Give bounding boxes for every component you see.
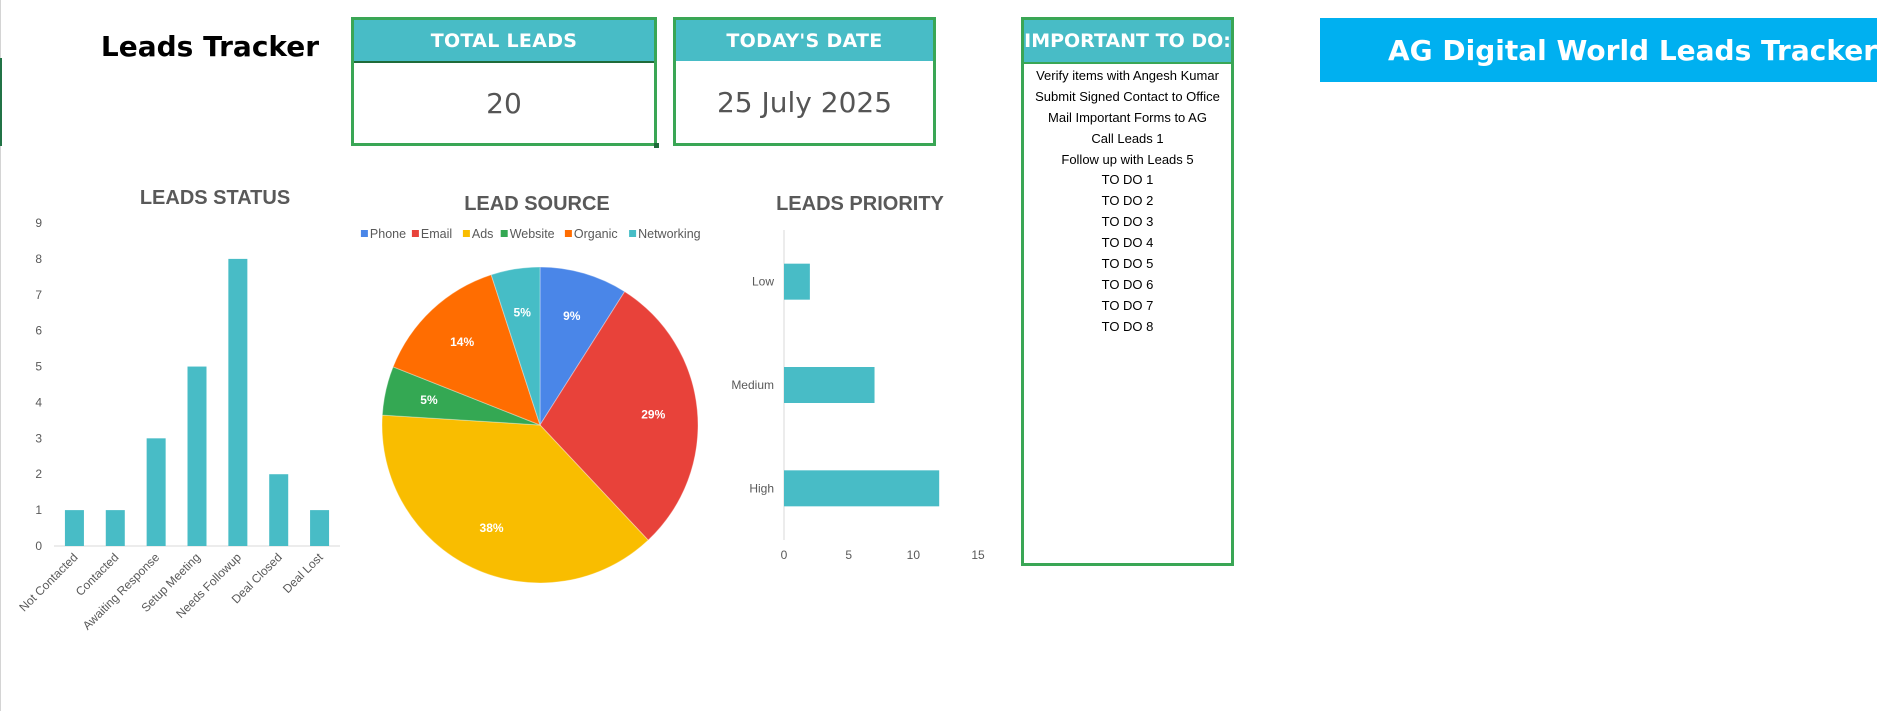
legend-label: Website — [510, 227, 555, 241]
slice-label: 5% — [420, 393, 438, 407]
todo-item[interactable]: Call Leads 1 — [1091, 130, 1164, 146]
legend-swatch — [411, 230, 419, 237]
todo-item[interactable]: Verify items with Angesh Kumar — [1036, 68, 1219, 83]
todo-list: Verify items with Angesh Kumar Submit Si… — [1024, 64, 1231, 338]
todays-date-card[interactable]: TODAY'S DATE 25 July 2025 — [673, 17, 936, 146]
todo-item[interactable]: TO DO 3 — [1101, 214, 1154, 230]
legend-swatch — [564, 230, 572, 237]
bar — [228, 258, 248, 546]
todo-item[interactable]: TO DO 6 — [1101, 276, 1154, 292]
y-tick-label: 0 — [35, 539, 42, 553]
pie-slice — [539, 290, 699, 541]
x-tick-label: 0 — [781, 548, 788, 562]
legend-label: Organic — [574, 227, 618, 241]
y-tick-label: 1 — [35, 503, 42, 517]
pie-slice — [381, 366, 541, 426]
todo-item[interactable]: TO DO 1 — [1101, 172, 1154, 188]
total-leads-value: 20 — [354, 61, 654, 143]
bar — [187, 366, 207, 546]
sheet-left-edge — [0, 0, 1, 711]
bar — [310, 510, 330, 546]
todo-item[interactable]: Mail Important Forms to AG — [1048, 109, 1207, 125]
y-tick-label: 7 — [35, 288, 42, 302]
todo-panel: IMPORTANT TO DO: Verify items with Anges… — [1021, 17, 1234, 566]
bar — [269, 474, 289, 546]
y-tick-label: 6 — [35, 324, 42, 338]
pie-slice — [490, 266, 541, 426]
todo-item[interactable]: Submit Signed Contact to Office — [1035, 88, 1220, 104]
legend-label: Networking — [638, 227, 701, 241]
chart-title: LEAD SOURCE — [464, 193, 610, 215]
row-selection-marker — [0, 58, 2, 146]
bar — [784, 470, 940, 507]
leads-priority-chart[interactable]: LEADS PRIORITY Low Medium High 0 5 10 15 — [720, 180, 1000, 580]
chart-title: LEADS STATUS — [140, 187, 290, 209]
y-tick-label: 3 — [35, 431, 42, 445]
bar — [784, 367, 875, 403]
y-tick-label: 2 — [35, 467, 42, 481]
todays-date-label: TODAY'S DATE — [676, 20, 933, 61]
legend-swatch — [360, 230, 368, 237]
legend-swatch — [500, 230, 508, 237]
page-title: Leads Tracker — [100, 30, 320, 63]
x-tick-label: 10 — [907, 548, 921, 562]
legend-label: Email — [421, 227, 452, 241]
todays-date-value: 25 July 2025 — [716, 85, 893, 119]
y-tick-label: Low — [752, 275, 774, 289]
banner-title: AG Digital World Leads Tracker — [1320, 18, 1877, 82]
chart-title: LEADS PRIORITY — [776, 193, 944, 215]
x-tick-label: Not Contacted — [16, 550, 80, 614]
todo-item[interactable]: TO DO 4 — [1101, 235, 1154, 251]
bar — [105, 510, 125, 546]
y-tick-label: 8 — [35, 252, 42, 266]
slice-label: 9% — [563, 309, 581, 323]
bar — [784, 263, 810, 300]
todo-item[interactable]: Follow up with Leads 5 — [1061, 151, 1194, 167]
bar — [146, 438, 166, 546]
todo-item[interactable]: TO DO 2 — [1101, 193, 1154, 209]
slice-label: 29% — [641, 407, 665, 421]
slice-label: 38% — [480, 521, 504, 535]
legend-swatch — [462, 230, 470, 237]
slice-label: 5% — [514, 306, 532, 320]
pie-slice — [539, 266, 626, 427]
bar — [64, 510, 84, 546]
todo-title: IMPORTANT TO DO: — [1024, 20, 1231, 64]
todo-item[interactable]: TO DO 8 — [1101, 318, 1154, 334]
x-tick-label: Deal Lost — [280, 550, 326, 596]
total-leads-card[interactable]: TOTAL LEADS 20 — [351, 17, 659, 148]
legend-swatch — [629, 230, 637, 237]
legend-label: Phone — [370, 227, 406, 241]
y-tick-label: 5 — [35, 360, 42, 374]
pie-slice — [392, 274, 541, 426]
x-tick-label: 5 — [845, 548, 852, 562]
y-tick-label: High — [749, 481, 774, 495]
lead-source-chart[interactable]: LEAD SOURCE Phone Email Ads Website Organic Ne… — [360, 180, 720, 600]
y-tick-label: Medium — [731, 378, 774, 392]
cell-fill-handle[interactable] — [654, 143, 659, 148]
pie-slice — [381, 414, 649, 584]
x-tick-label: Awaiting Response — [80, 550, 163, 633]
total-leads-label: TOTAL LEADS — [354, 20, 654, 61]
todo-item[interactable]: TO DO 7 — [1101, 297, 1154, 313]
y-tick-label: 9 — [35, 216, 42, 230]
y-tick-label: 4 — [35, 395, 42, 409]
todo-item[interactable]: TO DO 5 — [1101, 256, 1154, 272]
legend-label: Ads — [472, 227, 494, 241]
x-tick-label: 15 — [971, 548, 985, 562]
slice-label: 14% — [450, 335, 474, 349]
